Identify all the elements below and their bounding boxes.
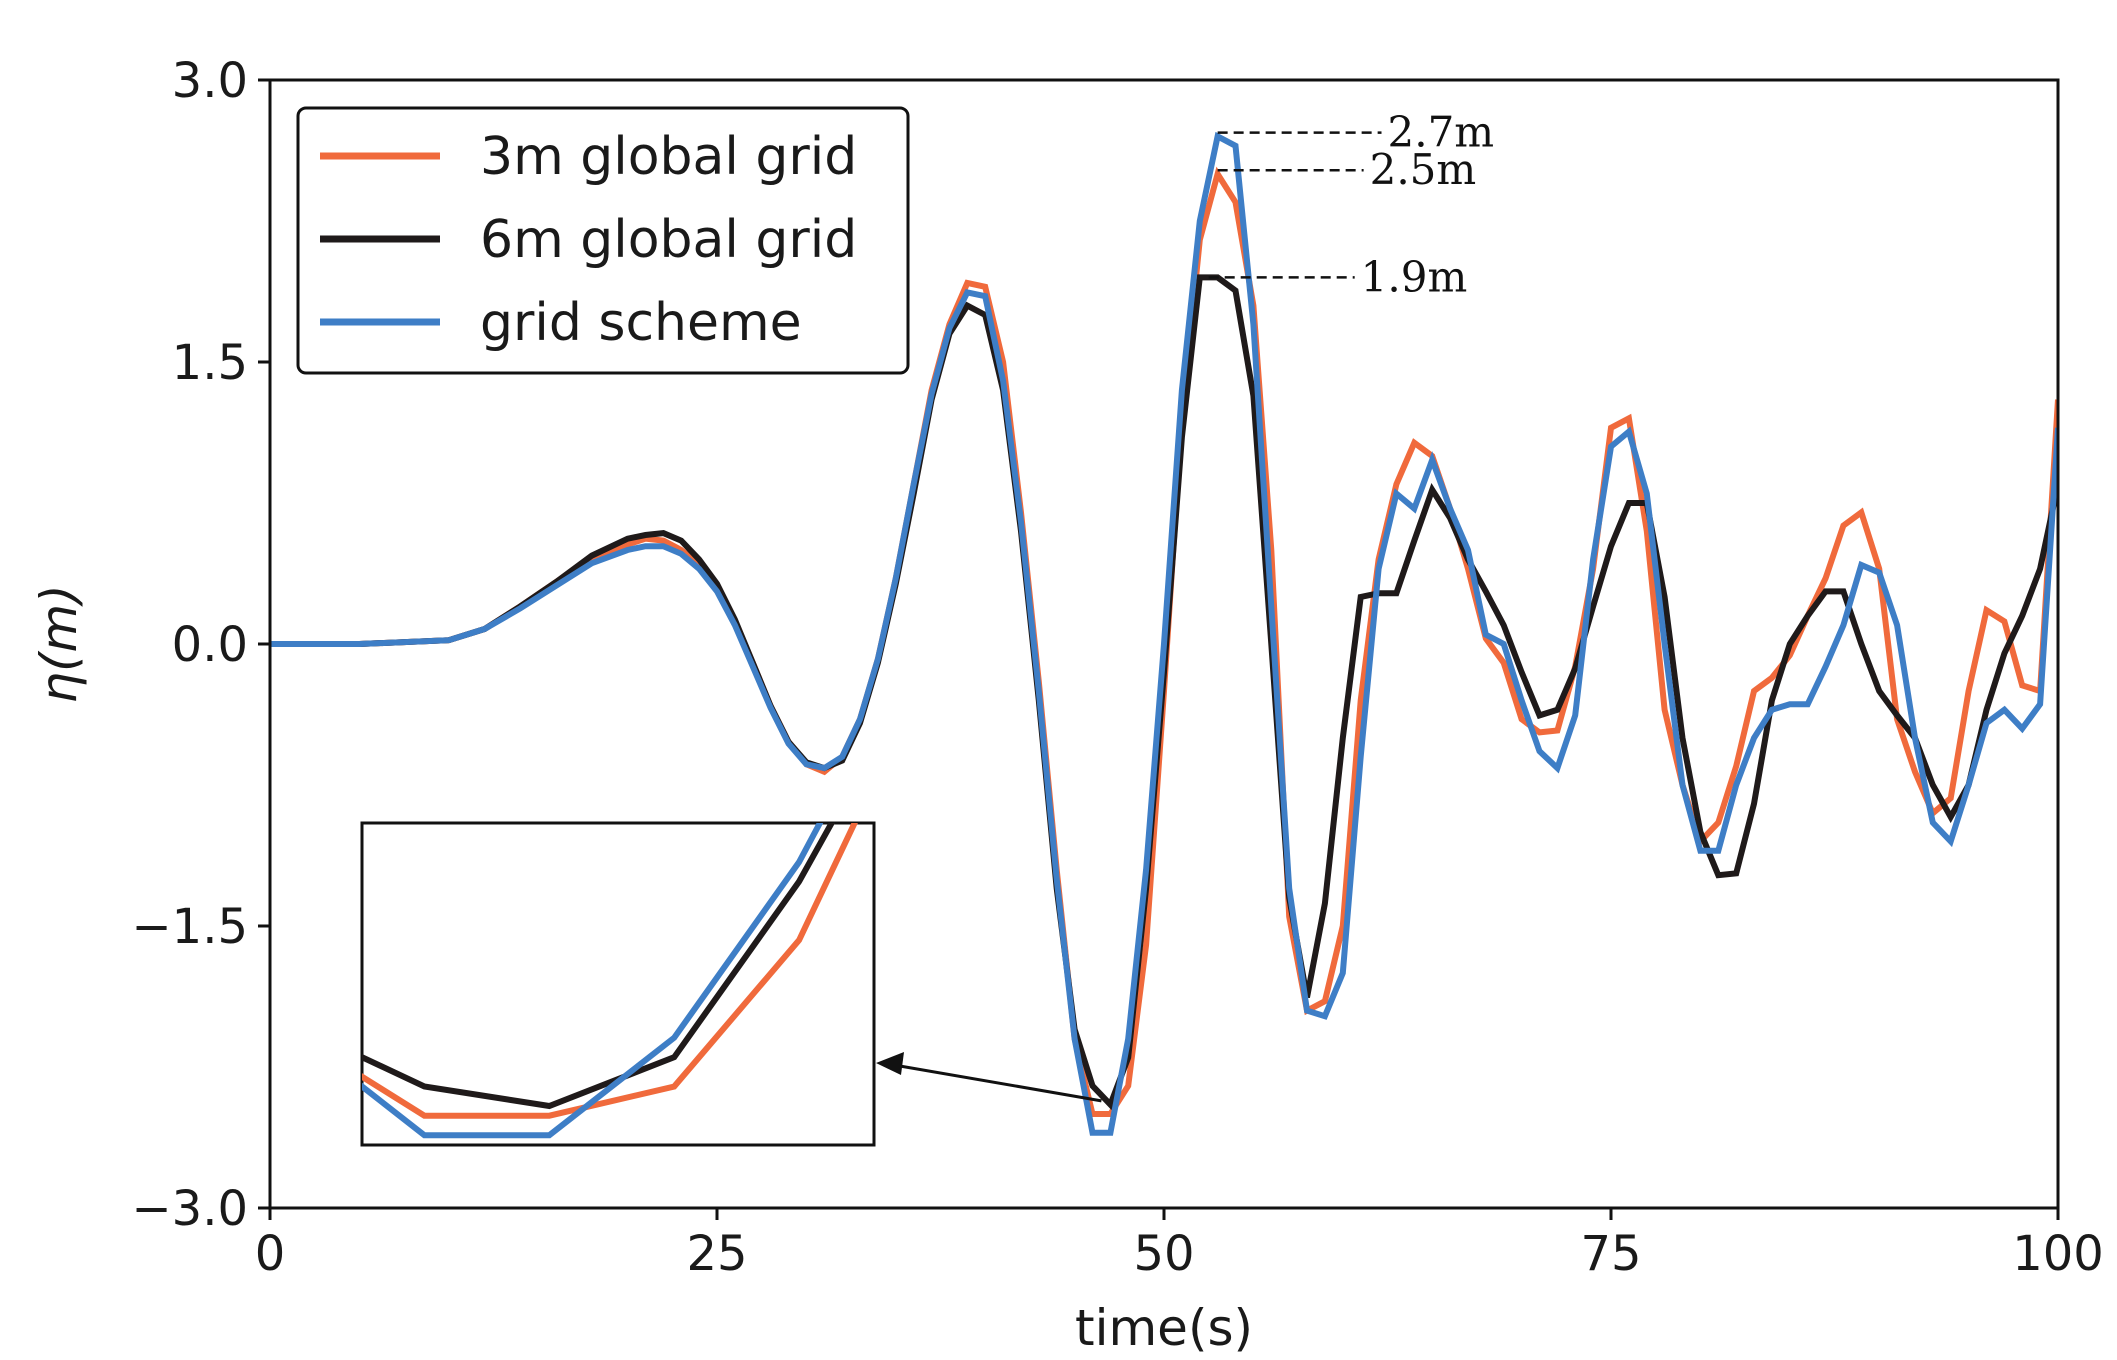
x-tick-label: 0 <box>255 1226 286 1282</box>
plot-area <box>270 131 2058 1136</box>
annotation-label-2: 2.5m <box>1370 145 1477 194</box>
y-tick-label: −3.0 <box>131 1181 248 1237</box>
axes: 0 25 50 75 100 3.0 1.5 0.0 −1.5 −3.0 <box>131 53 2103 1282</box>
inset-series-line-3 <box>362 823 824 1139</box>
inset-series-line-2 <box>362 823 836 1110</box>
y-tick-label: 1.5 <box>172 335 248 391</box>
legend-label-1: 3m global grid <box>480 127 857 187</box>
inset-arrow-line <box>893 1063 1102 1103</box>
x-axis-label: time(s) <box>1075 1299 1253 1357</box>
x-tick-label: 25 <box>686 1226 747 1282</box>
peak-annotations: 2.7m2.5m 1.9m <box>1208 108 1495 301</box>
x-tick-label: 100 <box>2012 1226 2104 1282</box>
x-tick-label: 75 <box>1580 1226 1641 1282</box>
inset-arrow-head <box>876 1052 904 1075</box>
y-tick-label: 3.0 <box>172 53 248 109</box>
legend: 3m global grid 6m global grid grid scheme <box>296 106 910 375</box>
legend-box <box>296 106 910 375</box>
inset-series-line-1 <box>362 823 858 1119</box>
y-axis-label: η(m) <box>30 584 88 703</box>
zoom-inset <box>360 821 1102 1147</box>
x-tick-label: 50 <box>1133 1226 1194 1282</box>
legend-label-3: grid scheme <box>480 293 802 353</box>
annotation-label-1: 2.7m <box>1388 108 1495 157</box>
annotation-label-3: 1.9m <box>1361 252 1468 301</box>
legend-label-2: 6m global grid <box>480 210 857 270</box>
y-tick-label: 0.0 <box>172 617 248 673</box>
series-line-3 <box>270 131 2058 1136</box>
y-tick-label: −1.5 <box>131 899 248 955</box>
